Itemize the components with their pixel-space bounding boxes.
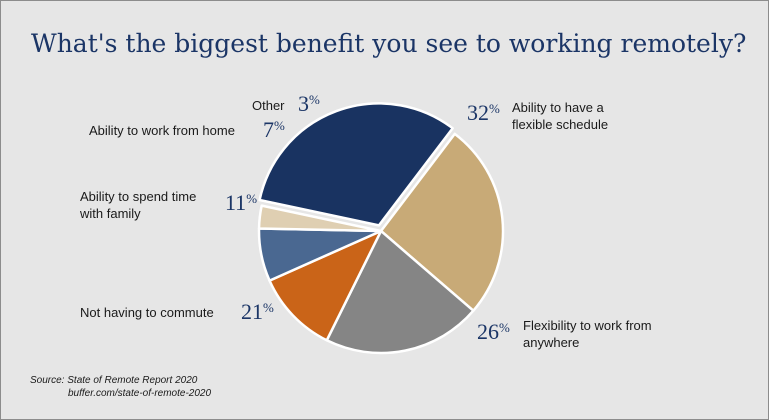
slice-label-line: flexible schedule bbox=[512, 117, 609, 132]
pie-slice bbox=[257, 204, 383, 233]
percent-sign: % bbox=[309, 92, 320, 107]
percent-sign: % bbox=[489, 101, 500, 116]
pie-slice bbox=[258, 102, 454, 227]
slice-label-line: Ability to spend time bbox=[80, 189, 197, 204]
source-line: Source: State of Remote Report 2020 bbox=[30, 375, 198, 386]
slice-label-line: Flexibility to work from bbox=[523, 318, 652, 333]
slice-label-line: Ability to work from home bbox=[89, 123, 235, 138]
source-url: buffer.com/state-of-remote-2020 bbox=[68, 388, 212, 399]
slice-label: Not having to commute bbox=[80, 304, 214, 321]
slice-value-number: 11 bbox=[225, 190, 247, 215]
slice-label: Ability to have a flexible schedule bbox=[512, 99, 608, 133]
slice-label-line: with family bbox=[80, 206, 141, 221]
slice-value-number: 7 bbox=[263, 117, 274, 142]
slice-label-line: Not having to commute bbox=[80, 305, 214, 320]
slice-label-line: Ability to have a bbox=[512, 100, 604, 115]
slice-label-line: Other bbox=[252, 98, 285, 113]
percent-sign: % bbox=[499, 320, 510, 335]
percent-sign: % bbox=[263, 300, 274, 315]
slice-label: Other bbox=[252, 97, 285, 114]
pie-slice bbox=[325, 229, 475, 355]
slice-label: Flexibility to work from anywhere bbox=[523, 317, 652, 351]
slice-value: 7% bbox=[263, 117, 285, 143]
percent-sign: % bbox=[246, 191, 258, 206]
percent-sign: % bbox=[274, 118, 285, 133]
source-note: Source: State of Remote Report 2020 buff… bbox=[30, 374, 211, 400]
slice-label: Ability to work from home bbox=[89, 122, 235, 139]
slice-label: Ability to spend time with family bbox=[80, 188, 196, 222]
slice-value: 3% bbox=[298, 91, 320, 117]
slice-value-number: 21 bbox=[241, 299, 263, 324]
pie-slice bbox=[379, 132, 505, 312]
slice-value: 21% bbox=[241, 299, 274, 325]
slice-value-number: 3 bbox=[298, 91, 309, 116]
chart-title: What's the biggest benefit you see to wo… bbox=[31, 29, 747, 58]
slice-value-number: 26 bbox=[477, 319, 499, 344]
slice-value: 32% bbox=[467, 100, 500, 126]
slice-label-line: anywhere bbox=[523, 335, 580, 350]
slice-value: 11% bbox=[225, 190, 257, 216]
pie-slice bbox=[268, 229, 383, 342]
slice-value-number: 32 bbox=[467, 100, 489, 125]
slice-value: 26% bbox=[477, 319, 510, 345]
